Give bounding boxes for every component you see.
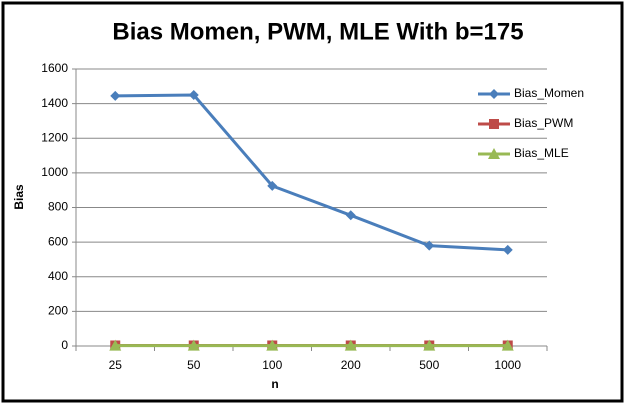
marker <box>501 339 514 351</box>
marker <box>266 339 279 351</box>
y-tick-label: 1000 <box>41 165 68 179</box>
legend-label: Bias_MLE <box>514 146 569 160</box>
x-axis-label: n <box>271 377 278 391</box>
y-tick-label: 0 <box>61 338 68 352</box>
y-tick-label: 600 <box>48 234 68 248</box>
y-tick-label: 1600 <box>41 61 68 75</box>
y-tick-label: 800 <box>48 200 68 214</box>
series-line <box>115 93 508 252</box>
legend-label: Bias_PWM <box>514 116 573 130</box>
x-tick-label: 200 <box>341 358 361 372</box>
marker <box>188 89 199 100</box>
marker <box>109 339 122 351</box>
marker <box>110 90 121 101</box>
marker <box>187 339 200 351</box>
marker <box>423 339 436 351</box>
marker <box>489 89 499 99</box>
y-tick-label: 200 <box>48 304 68 318</box>
y-axis-label: Bias <box>12 184 26 210</box>
x-tick-label: 1000 <box>494 358 521 372</box>
x-tick-label: 500 <box>419 358 439 372</box>
legend-label: Bias_Momen <box>514 86 584 100</box>
marker <box>488 148 500 159</box>
marker <box>424 240 435 251</box>
marker <box>489 119 499 129</box>
x-tick-label: 50 <box>187 358 201 372</box>
x-tick-label: 25 <box>109 358 123 372</box>
y-tick-label: 1200 <box>41 130 68 144</box>
x-tick-label: 100 <box>262 358 282 372</box>
y-tick-label: 1400 <box>41 96 68 110</box>
chart-title: Bias Momen, PWM, MLE With b=175 <box>112 18 523 45</box>
marker <box>345 210 356 221</box>
marker <box>344 339 357 351</box>
y-tick-label: 400 <box>48 269 68 283</box>
marker <box>502 244 513 255</box>
marker <box>267 180 278 191</box>
